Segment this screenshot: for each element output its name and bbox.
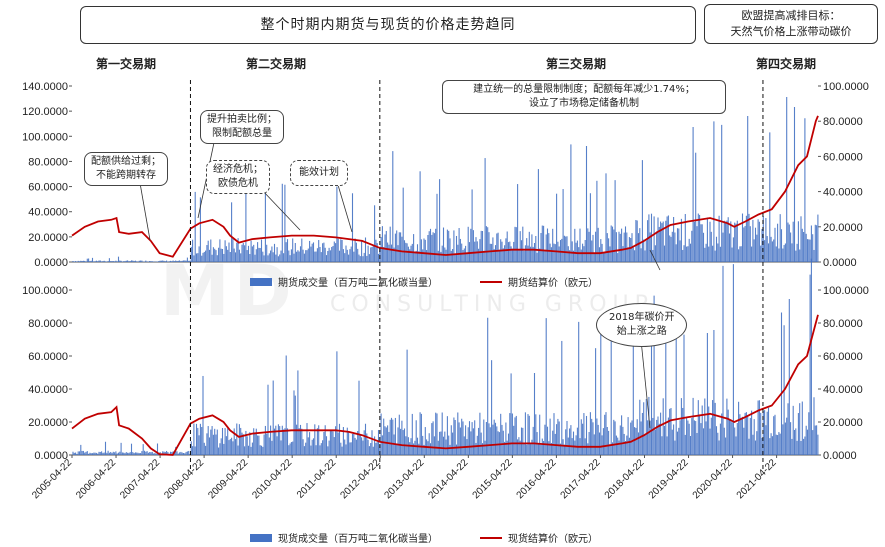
left-tick-label: 100.0000 <box>22 131 68 143</box>
right-tick-label: 60.0000 <box>823 151 863 163</box>
right-tick-label: 100.0000 <box>823 285 869 297</box>
phase-4-label: 第四交易期 <box>756 57 817 71</box>
left-tick-label: 20.0000 <box>28 417 68 429</box>
right-tick-label: 20.0000 <box>823 222 863 234</box>
annotation-line: 设立了市场稳定储备机制 <box>529 98 639 109</box>
legend-bottom: 现货成交量（百万吨二氧化碳当量） 现货结算价（欧元） <box>250 530 598 545</box>
note-line-1: 欧盟提高减排目标： <box>741 9 841 22</box>
legend-futures-volume: 期货成交量（百万吨二氧化碳当量） <box>278 278 438 289</box>
x-tick-label: 2021-04-22 <box>735 457 779 501</box>
annotation-efficiency: 能效计划 <box>290 160 348 186</box>
x-tick-label: 2020-04-22 <box>691 457 735 501</box>
x-tick-label: 2019-04-22 <box>647 457 691 501</box>
annotation-line: 限制配额总量 <box>212 128 272 139</box>
left-tick-label: 40.0000 <box>28 207 68 219</box>
annotation-crisis: 经济危机； 欧债危机 <box>206 160 270 194</box>
phase-1-label: 第一交易期 <box>96 57 157 71</box>
x-tick-label: 2016-04-22 <box>515 457 559 501</box>
left-tick-label: 40.0000 <box>28 384 68 396</box>
right-tick-label: 0.0000 <box>823 257 857 269</box>
right-tick-label: 100.0000 <box>823 81 869 93</box>
annotation-pointer <box>261 189 301 231</box>
annotation-cap-system: 建立统一的总量限制制度；配额每年减少1.74%； 设立了市场稳定储备机制 <box>442 80 726 114</box>
left-tick-label: 60.0000 <box>28 182 68 194</box>
x-tick-label: 2007-04-22 <box>118 457 162 501</box>
x-tick-label: 2014-04-22 <box>427 457 471 501</box>
left-tick-label: 120.0000 <box>22 106 68 118</box>
x-tick-label: 2012-04-22 <box>338 457 382 501</box>
annotation-line: 欧债危机 <box>218 178 258 189</box>
legend-swatch-line <box>480 280 502 283</box>
left-tick-label: 100.0000 <box>22 285 68 297</box>
price-line <box>71 314 819 456</box>
right-tick-label: 40.0000 <box>823 187 863 199</box>
chart-title: 整个时期内期货与现货的价格走势趋同 <box>80 6 696 44</box>
note-line-2: 天然气价格上涨带动碳价 <box>730 25 852 38</box>
annotation-oversupply: 配额供给过剩； 不能跨期转存 <box>84 152 168 186</box>
left-tick-label: 80.0000 <box>28 318 68 330</box>
x-tick-label: 2005-04-22 <box>30 457 74 501</box>
annotation-line: 提升拍卖比例； <box>207 114 277 125</box>
legend-futures-price: 期货结算价（欧元） <box>508 278 598 289</box>
legend-spot-volume: 现货成交量（百万吨二氧化碳当量） <box>278 534 438 545</box>
x-tick-label: 2017-04-22 <box>559 457 603 501</box>
x-tick-label: 2011-04-22 <box>295 457 339 501</box>
right-tick-label: 0.0000 <box>823 450 857 462</box>
annotation-2018-rise: 2018年碳价开 始上涨之路 <box>596 303 688 347</box>
annotation-pointer <box>649 249 661 271</box>
legend-top: 期货成交量（百万吨二氧化碳当量） 期货结算价（欧元） <box>250 274 598 289</box>
right-tick-label: 80.0000 <box>823 318 863 330</box>
annotation-auction: 提升拍卖比例； 限制配额总量 <box>200 110 284 144</box>
x-tick-label: 2010-04-22 <box>250 457 294 501</box>
left-tick-label: 0.0000 <box>34 257 68 269</box>
x-tick-label: 2018-04-22 <box>603 457 647 501</box>
phase-3-label: 第三交易期 <box>546 57 607 71</box>
right-tick-label: 60.0000 <box>823 351 863 363</box>
phase-2-label: 第二交易期 <box>246 57 307 71</box>
x-tick-label: 2008-04-22 <box>162 457 206 501</box>
annotation-line: 经济危机； <box>213 164 263 175</box>
right-tick-label: 40.0000 <box>823 384 863 396</box>
annotation-pointer <box>139 182 151 241</box>
legend-spot-price: 现货结算价（欧元） <box>508 534 598 545</box>
left-tick-label: 140.0000 <box>22 81 68 93</box>
annotation-line: 不能跨期转存 <box>96 170 156 181</box>
price-line <box>71 115 819 258</box>
annotation-line: 2018年碳价开 <box>609 312 675 323</box>
x-tick-label: 2013-04-22 <box>382 457 426 501</box>
legend-swatch-line <box>480 536 502 539</box>
legend-swatch-bar <box>250 533 272 542</box>
annotation-line: 始上涨之路 <box>616 326 667 337</box>
annotation-line: 建立统一的总量限制制度；配额每年减少1.74%； <box>473 84 695 95</box>
x-tick-label: 2006-04-22 <box>74 457 118 501</box>
annotation-line: 配额供给过剩； <box>91 156 161 167</box>
left-tick-label: 0.0000 <box>34 450 68 462</box>
left-tick-label: 20.0000 <box>28 232 68 244</box>
legend-swatch-bar <box>250 277 272 286</box>
right-tick-label: 20.0000 <box>823 417 863 429</box>
right-tick-label: 80.0000 <box>823 116 863 128</box>
eu-target-note: 欧盟提高减排目标： 天然气价格上涨带动碳价 <box>704 4 878 44</box>
annotation-pointer <box>337 184 353 233</box>
x-tick-label: 2009-04-22 <box>206 457 250 501</box>
annotation-line: 能效计划 <box>299 167 339 178</box>
x-tick-label: 2015-04-22 <box>471 457 515 501</box>
left-tick-label: 80.0000 <box>28 156 68 168</box>
left-tick-label: 60.0000 <box>28 351 68 363</box>
